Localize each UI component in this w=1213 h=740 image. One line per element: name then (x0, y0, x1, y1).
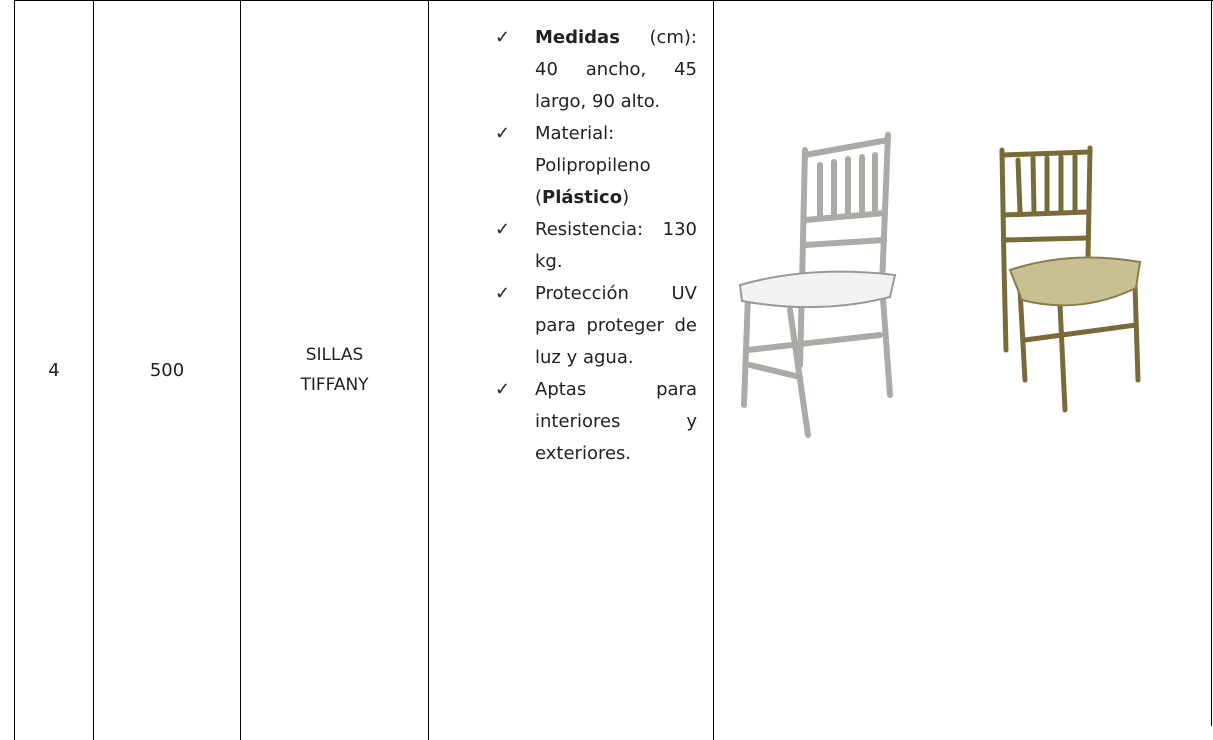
chair-seat (1008, 256, 1142, 307)
cell: SILLAS TIFFANY (240, 0, 428, 740)
spec-list: Medidas (cm): 40 ancho, 45 largo, 90 alt… (495, 22, 697, 470)
chair-image-silver (738, 132, 897, 438)
chair-image-gold (999, 145, 1142, 413)
spec-item: Material: Polipropileno (Plástico) (495, 118, 697, 214)
product-name: SILLAS TIFFANY (300, 345, 369, 395)
spec-item: Aptas para interiores y exteriores. (495, 374, 697, 470)
bold-text: Plástico (542, 187, 623, 208)
bold-text: Medidas (535, 27, 620, 48)
cell: 4 (14, 0, 93, 740)
item-number: 4 (48, 359, 60, 381)
table-border (14, 0, 1213, 1)
cell: 500 (93, 0, 240, 740)
text: Material: Polipropileno ( (535, 123, 651, 208)
spec-item: Medidas (cm): 40 ancho, 45 largo, 90 alt… (495, 22, 697, 118)
text: Protección UV para proteger de luz y agu… (535, 283, 697, 368)
text: (cm): 40 ancho, 45 largo, 90 alto. (535, 27, 697, 112)
text: ) (622, 187, 630, 208)
text: Resistencia: 130 kg. (535, 219, 697, 272)
table-border (1211, 0, 1212, 726)
chair-seat (738, 270, 897, 309)
quantity: 500 (149, 359, 185, 381)
spec-item: Resistencia: 130 kg. (495, 214, 697, 278)
text: Aptas para interiores y exteriores. (535, 379, 697, 464)
cell (428, 0, 713, 740)
cell (713, 0, 1211, 740)
spec-item: Protección UV para proteger de luz y agu… (495, 278, 697, 374)
